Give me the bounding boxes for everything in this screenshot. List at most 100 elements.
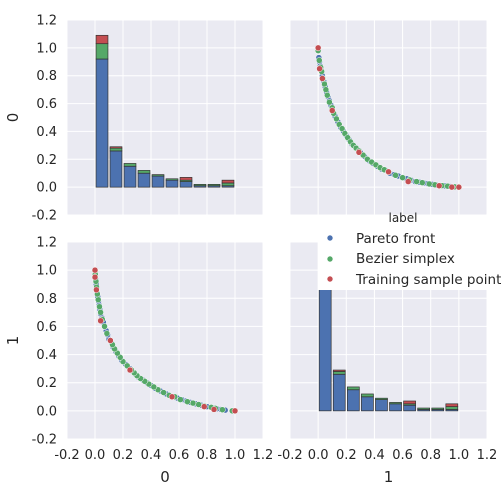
y-tick-label: 0.4 xyxy=(36,348,57,363)
hist-bar-bezier-simplex xyxy=(332,371,346,375)
legend-background xyxy=(318,228,500,290)
y-tick-label: 0.2 xyxy=(36,153,57,168)
hist-bar-pareto-front xyxy=(123,165,137,188)
y-tick-label: 0.4 xyxy=(36,125,57,140)
x-tick-label: 0.4 xyxy=(141,448,162,463)
scatter-point-training-sample-point xyxy=(316,65,323,72)
scatter-point-bezier-simplex xyxy=(399,174,406,181)
scatter-point-training-sample-point xyxy=(319,75,326,82)
hist-bar-bezier-simplex xyxy=(389,402,402,405)
scatter-point-training-sample-point xyxy=(455,183,463,191)
hist-bar-pareto-front xyxy=(403,404,416,412)
hist-bar-training-sample-point xyxy=(332,369,346,372)
scatter-point-bezier-simplex xyxy=(322,86,330,93)
panel-0-0 xyxy=(66,19,264,216)
scatter-point-bezier-simplex xyxy=(392,172,399,179)
y-tick-label: 1.2 xyxy=(36,14,57,29)
x-tick-label: 0.6 xyxy=(169,448,190,463)
hist-bar-bezier-simplex xyxy=(151,174,165,177)
x-tick-label: 0.0 xyxy=(85,448,106,463)
hist-bar-training-sample-point xyxy=(95,34,109,45)
scatter-point-bezier-simplex xyxy=(160,389,167,396)
scatter-point-training-sample-point xyxy=(314,44,322,52)
hist-bar-bezier-simplex xyxy=(431,407,445,410)
y-tick-label: -0.2 xyxy=(32,209,57,224)
legend-marker-bezier-simplex xyxy=(326,255,334,263)
scatter-point-bezier-simplex xyxy=(413,178,420,185)
y-axis-label: 1 xyxy=(4,336,22,346)
scatter-point-bezier-simplex xyxy=(426,180,433,188)
panel-background xyxy=(290,20,487,215)
scatter-point-bezier-simplex xyxy=(101,323,108,330)
scatter-point-bezier-simplex xyxy=(333,115,340,123)
hist-bar-bezier-simplex xyxy=(221,182,235,187)
legend-marker-pareto-front xyxy=(326,234,334,242)
scatter-point-training-sample-point xyxy=(355,149,363,156)
x-tick-label: -0.2 xyxy=(54,448,79,463)
hist-bar-bezier-simplex xyxy=(165,178,179,181)
hist-bar-pareto-front xyxy=(318,281,332,412)
scatter-point-training-sample-point xyxy=(210,406,218,413)
hist-bar-pareto-front xyxy=(332,373,346,412)
x-tick-label: 0.6 xyxy=(392,448,413,463)
scatter-point-training-sample-point xyxy=(107,337,114,344)
hist-bar-pareto-front xyxy=(137,172,151,188)
panel-1-0 xyxy=(66,241,264,440)
hist-bar-bezier-simplex xyxy=(109,147,123,152)
hist-bar-bezier-simplex xyxy=(346,386,360,391)
axes-text: -0.2 0.0 0.2 0.4 0.6 0.8 1.0 1.2 0 -0.2 0.0 0.2 0.4 0… xyxy=(4,14,497,487)
hist-bar-bezier-simplex xyxy=(137,170,151,174)
y-tick-label: 0.0 xyxy=(36,181,57,196)
legend: label Pareto front Bezier simplex Traini… xyxy=(318,211,501,290)
scatter-point-bezier-simplex xyxy=(97,309,104,316)
y-tick-label: 1.2 xyxy=(36,236,57,251)
hist-bar-bezier-simplex xyxy=(95,43,109,60)
y-tick-label: 1.0 xyxy=(36,264,57,279)
scatter-point-bezier-simplex xyxy=(189,399,197,407)
hist-bar-training-sample-point xyxy=(445,403,459,407)
scatter-point-training-sample-point xyxy=(435,182,443,189)
scatter-point-training-sample-point xyxy=(168,393,176,401)
scatter-point-bezier-simplex xyxy=(96,303,103,310)
y-tick-label: 0.2 xyxy=(36,376,57,391)
hist-bar-pareto-front xyxy=(375,399,388,412)
x-tick-label: 0.2 xyxy=(113,448,134,463)
y-tick-label: 1.0 xyxy=(36,41,57,56)
x-tick-label: 0.8 xyxy=(420,448,441,463)
y-tick-label: 0.8 xyxy=(36,292,57,307)
legend-marker-training-sample-point xyxy=(326,275,334,283)
hist-bar-training-sample-point xyxy=(221,179,235,184)
hist-bar-pareto-front xyxy=(179,181,193,188)
x-tick-label: 0.2 xyxy=(336,448,357,463)
hist-bar-pareto-front xyxy=(95,58,109,188)
scatter-point-training-sample-point xyxy=(93,286,100,294)
hist-bar-bezier-simplex xyxy=(417,407,431,410)
x-tick-label: -0.2 xyxy=(277,448,302,463)
scatter-point-bezier-simplex xyxy=(419,179,426,186)
scatter-point-training-sample-point xyxy=(91,273,99,281)
x-tick-label: 1.0 xyxy=(225,448,246,463)
scatter-point-training-sample-point xyxy=(404,178,412,185)
scatter-point-bezier-simplex xyxy=(219,406,226,413)
x-tick-label: 0.4 xyxy=(364,448,385,463)
scatter-point-training-sample-point xyxy=(200,403,208,410)
panel-background xyxy=(67,242,263,439)
x-axis-label: 0 xyxy=(160,468,170,486)
scatter-point-training-sample-point xyxy=(231,407,239,415)
scatter-point-bezier-simplex xyxy=(94,296,102,303)
hist-bar-pareto-front xyxy=(346,389,360,412)
scatter-point-bezier-simplex xyxy=(184,398,191,405)
scatter-point-training-sample-point xyxy=(126,366,134,374)
hist-bar-pareto-front xyxy=(389,403,402,412)
scatter-point-bezier-simplex xyxy=(338,125,346,132)
hist-bar-bezier-simplex xyxy=(445,406,459,410)
x-tick-label: 0.8 xyxy=(197,448,218,463)
hist-bar-training-sample-point xyxy=(403,400,416,405)
scatter-point-bezier-simplex xyxy=(195,401,202,408)
hist-bar-bezier-simplex xyxy=(123,163,137,167)
hist-bar-bezier-simplex xyxy=(207,184,221,187)
hist-bar-pareto-front xyxy=(165,179,179,188)
x-tick-label: 1.0 xyxy=(449,448,470,463)
scatter-point-training-sample-point xyxy=(91,266,99,274)
